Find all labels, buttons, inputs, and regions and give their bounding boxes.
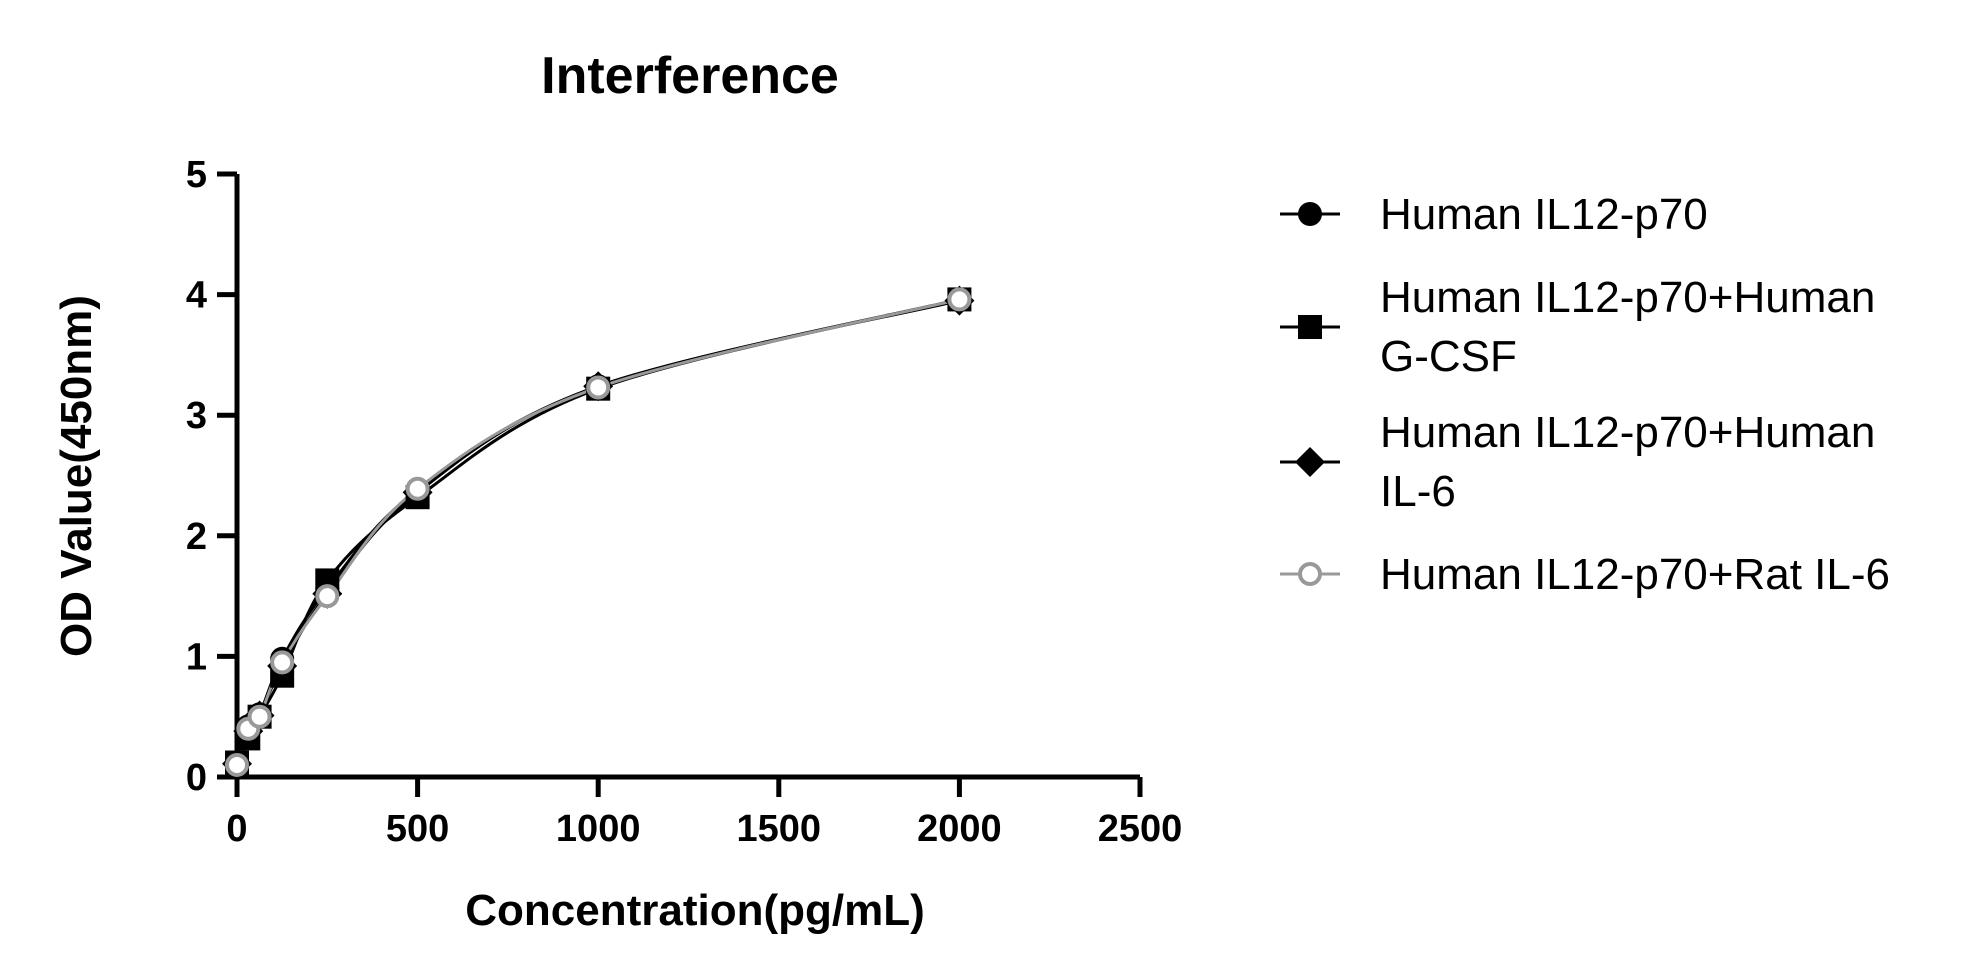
data-point [247, 704, 272, 729]
legend-label: Human IL12-p70 [1380, 190, 1708, 239]
legend-label: G-CSF [1380, 332, 1517, 381]
series-line [235, 297, 960, 764]
data-point [405, 476, 430, 501]
y-tick-label: 3 [186, 395, 207, 437]
x-tick-label: 500 [386, 808, 449, 850]
legend: Human IL12-p70 Human IL12-p70+Human G-CSF H… [1280, 190, 1890, 599]
x-axis-label: Concentration(pg/mL) [465, 886, 925, 935]
legend-label: IL-6 [1380, 467, 1456, 516]
legend-marker [1298, 562, 1322, 586]
y-axis-label: OD Value(450nm) [52, 295, 101, 657]
y-tick-label: 0 [186, 757, 207, 799]
x-tick-label: 1000 [556, 808, 641, 850]
y-tick-label: 1 [186, 636, 207, 678]
series-line [235, 297, 960, 766]
x-tick-label: 2000 [917, 808, 1002, 850]
x-tick-label: 0 [226, 808, 247, 850]
data-point [586, 375, 611, 400]
data-point [947, 287, 972, 312]
x-tick-label: 2500 [1098, 808, 1183, 850]
series-line [235, 297, 960, 766]
legend-marker [1298, 315, 1322, 339]
y-tick-label: 2 [186, 516, 207, 558]
legend-label: Human IL12-p70+Rat IL-6 [1380, 550, 1890, 599]
legend-label: Human IL12-p70+Human [1380, 273, 1875, 322]
y-tick-label: 4 [186, 275, 207, 317]
chart-title: Interference [541, 47, 839, 105]
data-point [315, 584, 340, 609]
plot-area: 0 500 1000 1500 2000 2500 0 1 2 3 4 5 [186, 154, 1182, 850]
x-tick-label: 1500 [737, 808, 822, 850]
legend-label: Human IL12-p70+Human [1380, 408, 1875, 457]
series-line [235, 299, 960, 765]
legend-marker [1298, 202, 1322, 226]
y-tick-label: 5 [186, 154, 207, 196]
data-point [225, 752, 249, 777]
data-point [270, 650, 295, 675]
legend-marker [1295, 447, 1325, 477]
